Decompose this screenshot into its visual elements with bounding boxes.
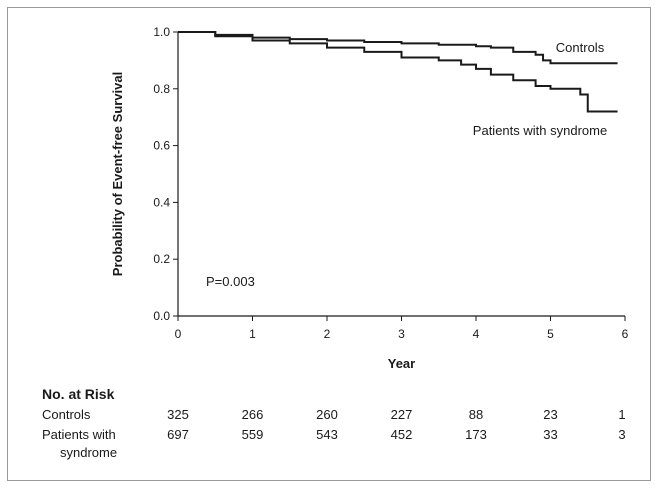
risk-value-row0-t1: 266 <box>241 407 264 422</box>
axes <box>173 31 626 321</box>
risk-value-row1-t2: 543 <box>316 427 338 442</box>
risk-table-title: No. at Risk <box>42 386 115 402</box>
curves <box>178 31 618 113</box>
x-tick-label-0: 0 <box>175 327 182 341</box>
series-label-controls: Controls <box>556 40 605 55</box>
risk-value-row0-t2: 260 <box>316 407 338 422</box>
risk-row-label-patients-line2: syndrome <box>60 445 118 460</box>
risk-value-row1-t5: 33 <box>543 427 558 442</box>
figure-frame <box>7 7 651 481</box>
y-axis-title: Probability of Event-free Survival <box>110 72 125 276</box>
risk-value-row0-t0: 325 <box>167 407 189 422</box>
curve-controls <box>178 31 618 65</box>
x-axis-title: Year <box>388 356 415 371</box>
y-tick-label-0.6: 0.6 <box>153 139 170 153</box>
series-label-patients: Patients with syndrome <box>473 123 607 138</box>
risk-row-label-patients-line1: Patients with <box>42 427 116 442</box>
x-tick-label-2: 2 <box>324 327 331 341</box>
x-tick-label-6: 6 <box>622 327 629 341</box>
risk-value-row1-t6: 3 <box>618 427 626 442</box>
risk-value-row0-t4: 88 <box>468 407 484 422</box>
risk-value-row0-t6: 1 <box>618 407 626 422</box>
x-tick-label-3: 3 <box>398 327 405 341</box>
risk-value-row0-t3: 227 <box>390 407 413 422</box>
p-value-annotation: P=0.003 <box>206 274 255 289</box>
risk-value-row1-t0: 697 <box>167 427 189 442</box>
y-tick-label-0.0: 0.0 <box>153 309 170 323</box>
risk-value-row1-t1: 559 <box>241 427 264 442</box>
curve-patients-with-syndrome <box>178 31 618 113</box>
y-tick-label-1.0: 1.0 <box>153 25 170 39</box>
x-tick-label-4: 4 <box>473 327 480 341</box>
x-tick-label-5: 5 <box>547 327 554 341</box>
risk-value-row1-t4: 173 <box>465 427 487 442</box>
y-tick-label-0.8: 0.8 <box>153 82 170 96</box>
risk-row-label-controls: Controls <box>42 407 91 422</box>
y-tick-label-0.2: 0.2 <box>153 252 170 266</box>
y-tick-label-0.4: 0.4 <box>153 195 170 209</box>
risk-value-row1-t3: 452 <box>390 427 413 442</box>
x-tick-label-1: 1 <box>249 327 256 341</box>
chart-labels: 0 1 2 3 4 5 6 0.0 0.2 0.4 0.6 0.8 1.0 Year Probability… <box>110 25 629 371</box>
risk-value-row0-t5: 23 <box>543 407 558 422</box>
